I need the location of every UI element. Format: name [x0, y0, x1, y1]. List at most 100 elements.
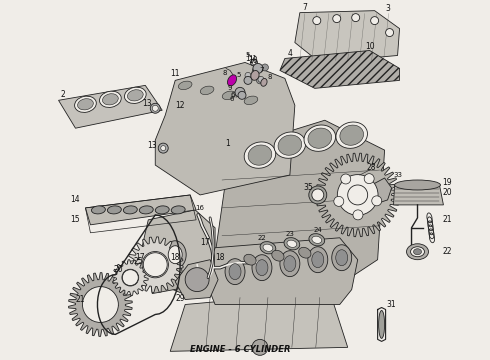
Ellipse shape — [312, 189, 324, 201]
Ellipse shape — [77, 99, 93, 110]
Polygon shape — [58, 85, 162, 128]
Ellipse shape — [252, 255, 272, 280]
Text: 22: 22 — [258, 235, 267, 241]
Text: 18: 18 — [171, 253, 180, 262]
Circle shape — [370, 17, 379, 24]
Polygon shape — [155, 62, 295, 195]
Ellipse shape — [284, 238, 300, 250]
Ellipse shape — [171, 206, 185, 214]
Polygon shape — [85, 195, 196, 225]
Circle shape — [244, 76, 252, 84]
Text: 33: 33 — [393, 172, 402, 178]
Text: 29: 29 — [175, 294, 185, 303]
Circle shape — [82, 287, 119, 323]
Text: 19: 19 — [442, 179, 452, 188]
Ellipse shape — [102, 94, 118, 105]
Circle shape — [85, 289, 115, 319]
Ellipse shape — [139, 206, 153, 214]
Circle shape — [122, 269, 139, 286]
Ellipse shape — [123, 206, 137, 214]
Text: 7: 7 — [260, 67, 264, 73]
Ellipse shape — [251, 71, 259, 80]
Circle shape — [333, 15, 341, 23]
Polygon shape — [127, 237, 183, 293]
Ellipse shape — [312, 236, 322, 243]
Polygon shape — [69, 273, 132, 336]
Ellipse shape — [394, 180, 441, 190]
Ellipse shape — [252, 60, 256, 64]
Ellipse shape — [164, 241, 186, 269]
Text: 28: 28 — [367, 163, 376, 172]
Text: 14: 14 — [71, 195, 80, 204]
Text: 3: 3 — [385, 4, 390, 13]
Ellipse shape — [379, 310, 385, 338]
Ellipse shape — [244, 96, 258, 104]
Circle shape — [238, 91, 246, 99]
Ellipse shape — [99, 91, 121, 107]
Ellipse shape — [248, 145, 272, 165]
Circle shape — [158, 143, 168, 153]
Text: 4: 4 — [288, 49, 293, 58]
Text: 18: 18 — [215, 253, 225, 262]
Polygon shape — [148, 262, 185, 293]
Ellipse shape — [304, 125, 336, 151]
Text: 6: 6 — [230, 96, 234, 102]
Ellipse shape — [411, 247, 424, 257]
Polygon shape — [112, 260, 148, 296]
Ellipse shape — [332, 245, 352, 271]
Circle shape — [353, 210, 363, 220]
Circle shape — [235, 87, 245, 97]
Text: 10: 10 — [248, 56, 258, 65]
Ellipse shape — [280, 251, 300, 276]
Text: 35: 35 — [303, 184, 313, 193]
Polygon shape — [316, 153, 399, 237]
Text: 20: 20 — [114, 265, 123, 274]
Ellipse shape — [244, 254, 256, 265]
Polygon shape — [140, 210, 215, 294]
Text: 6: 6 — [231, 92, 235, 98]
Polygon shape — [215, 120, 385, 285]
Ellipse shape — [256, 260, 268, 276]
Text: 10: 10 — [365, 42, 374, 51]
Ellipse shape — [309, 186, 327, 204]
Text: 25: 25 — [133, 257, 143, 266]
Circle shape — [245, 72, 251, 78]
Ellipse shape — [74, 96, 97, 112]
Ellipse shape — [309, 234, 325, 246]
Circle shape — [252, 339, 268, 355]
Text: 15: 15 — [71, 215, 80, 224]
Ellipse shape — [340, 125, 364, 145]
Circle shape — [253, 63, 263, 73]
Text: 11: 11 — [248, 55, 257, 62]
Circle shape — [150, 103, 160, 113]
Ellipse shape — [336, 122, 368, 148]
Text: 21: 21 — [76, 295, 85, 304]
Text: 17: 17 — [200, 238, 210, 247]
Circle shape — [256, 77, 264, 84]
Circle shape — [262, 64, 269, 71]
Ellipse shape — [124, 87, 146, 103]
Text: 22: 22 — [442, 247, 452, 256]
Text: 13: 13 — [147, 141, 157, 150]
Circle shape — [143, 253, 167, 276]
Circle shape — [142, 252, 169, 278]
Ellipse shape — [178, 81, 192, 90]
Circle shape — [341, 174, 351, 184]
Circle shape — [364, 174, 374, 184]
Circle shape — [122, 270, 138, 285]
Text: 13: 13 — [143, 99, 152, 108]
Ellipse shape — [222, 91, 236, 100]
Circle shape — [161, 146, 166, 150]
Ellipse shape — [200, 86, 214, 95]
Text: 5: 5 — [246, 53, 250, 58]
Ellipse shape — [308, 247, 328, 273]
Polygon shape — [170, 292, 348, 351]
Polygon shape — [365, 178, 392, 204]
Text: 23: 23 — [286, 231, 294, 237]
Ellipse shape — [287, 240, 297, 247]
Text: 1: 1 — [226, 139, 230, 148]
Text: 11: 11 — [171, 69, 180, 78]
Ellipse shape — [407, 244, 428, 260]
Circle shape — [386, 28, 393, 37]
Polygon shape — [295, 11, 399, 62]
